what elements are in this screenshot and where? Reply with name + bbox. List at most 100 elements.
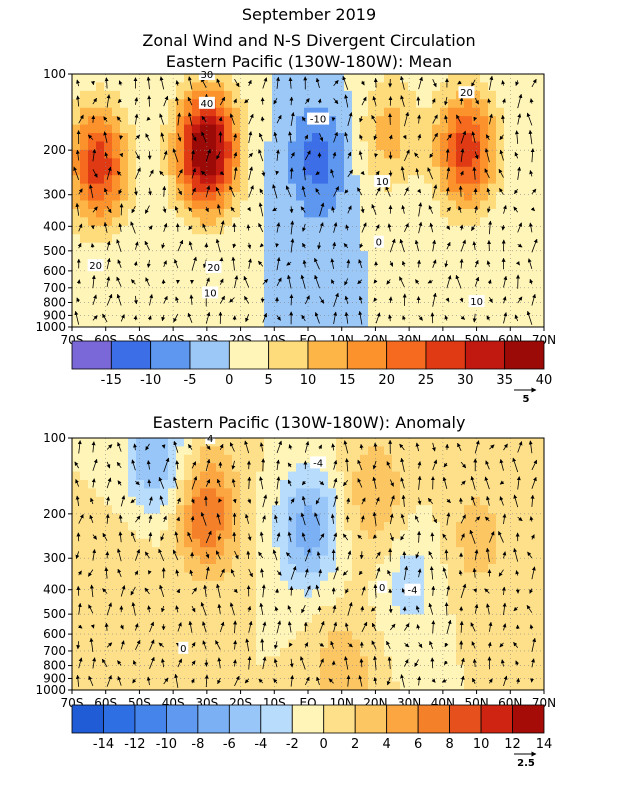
heatmap-cell	[320, 200, 329, 210]
wind-arrow	[517, 93, 523, 109]
heatmap-cell	[392, 310, 401, 320]
heatmap-cell	[224, 480, 233, 489]
heatmap-cell	[352, 133, 361, 143]
heatmap-cell	[216, 597, 225, 607]
heatmap-cell	[496, 639, 505, 649]
wind-arrow	[89, 584, 94, 598]
heatmap-cell	[208, 488, 217, 498]
heatmap-cell	[528, 192, 537, 202]
wind-arrow	[474, 516, 481, 522]
heatmap-cell	[448, 681, 457, 690]
heatmap-cell	[112, 310, 121, 320]
heatmap-cell	[112, 166, 121, 176]
heatmap-cell	[480, 639, 489, 649]
heatmap-cell	[472, 463, 481, 473]
heatmap-cell	[536, 589, 544, 599]
wind-arrow	[187, 76, 193, 90]
wind-arrow	[244, 98, 249, 104]
wind-arrow	[431, 442, 436, 452]
wind-arrow	[503, 443, 508, 451]
heatmap-cell	[520, 572, 529, 582]
heatmap-cell	[344, 463, 353, 473]
heatmap-cell	[224, 192, 233, 202]
heatmap-cell	[376, 74, 385, 84]
heatmap-cell	[392, 90, 401, 100]
heatmap-cell	[528, 631, 537, 641]
heatmap-cell	[160, 175, 169, 185]
heatmap-cell	[456, 639, 465, 649]
heatmap-cell	[224, 597, 233, 607]
heatmap-cell	[240, 614, 249, 624]
heatmap-cell	[288, 124, 297, 134]
heatmap-cell	[240, 310, 249, 320]
heatmap-cell	[72, 208, 81, 218]
heatmap-cell	[304, 480, 313, 489]
wind-arrow	[456, 114, 462, 124]
heatmap-cell	[192, 99, 201, 109]
heatmap-cell	[288, 505, 297, 515]
heatmap-cell	[184, 74, 193, 84]
wind-arrow	[261, 458, 266, 472]
heatmap-cell	[320, 301, 329, 311]
heatmap-cell	[80, 614, 89, 624]
heatmap-cell	[224, 158, 233, 168]
heatmap-cell	[176, 547, 185, 557]
heatmap-cell	[360, 639, 369, 649]
heatmap-cell	[168, 74, 177, 84]
heatmap-cell	[496, 631, 505, 641]
heatmap-cell	[464, 597, 473, 607]
heatmap-cell	[288, 133, 297, 143]
heatmap-cell	[392, 200, 401, 210]
heatmap-cell	[504, 259, 513, 269]
wind-arrow	[229, 297, 235, 303]
wind-arrow	[258, 202, 264, 217]
heatmap-cell	[104, 673, 113, 683]
heatmap-cell	[176, 310, 185, 320]
wind-arrow	[441, 678, 448, 683]
wind-arrow	[357, 478, 363, 488]
heatmap-cell	[160, 530, 169, 540]
heatmap-cell	[224, 555, 233, 565]
heatmap-cell	[144, 251, 153, 261]
heatmap-cell	[256, 673, 265, 683]
heatmap-cell	[72, 175, 81, 185]
heatmap-cell	[312, 656, 321, 666]
wind-arrow	[219, 443, 224, 450]
heatmap-cell	[232, 267, 241, 277]
heatmap-cell	[536, 488, 544, 498]
heatmap-cell	[216, 446, 225, 456]
heatmap-cell	[192, 572, 201, 582]
heatmap-cell	[440, 166, 449, 176]
wind-arrow	[486, 260, 491, 267]
heatmap-cell	[504, 124, 513, 134]
heatmap-cell	[208, 141, 217, 151]
heatmap-cell	[240, 276, 249, 286]
heatmap-cell	[456, 530, 465, 540]
colorbar-swatch	[449, 704, 482, 734]
heatmap-cell	[216, 225, 225, 235]
wind-arrow	[91, 275, 96, 289]
heatmap-cell	[488, 310, 497, 320]
heatmap-cell	[352, 622, 361, 632]
heatmap-cell	[400, 90, 409, 100]
heatmap-cell	[296, 589, 305, 599]
wind-arrow	[191, 587, 197, 595]
heatmap-cell	[112, 318, 121, 327]
wind-arrow	[200, 170, 207, 176]
heatmap-cell	[352, 293, 361, 303]
heatmap-cell	[400, 259, 409, 269]
heatmap-cell	[368, 166, 377, 176]
wind-arrow	[158, 642, 164, 648]
wind-arrow	[304, 568, 309, 578]
heatmap-cell	[200, 446, 209, 456]
heatmap-cell	[160, 639, 169, 649]
wind-arrow	[459, 224, 464, 231]
colorbar-swatch	[291, 704, 325, 734]
heatmap-cell	[320, 648, 329, 657]
wind-arrow	[517, 441, 523, 453]
heatmap-cell	[384, 251, 393, 261]
heatmap-cell	[136, 580, 145, 590]
heatmap-cell	[128, 538, 137, 548]
heatmap-cell	[536, 242, 544, 252]
heatmap-cell	[488, 107, 497, 117]
